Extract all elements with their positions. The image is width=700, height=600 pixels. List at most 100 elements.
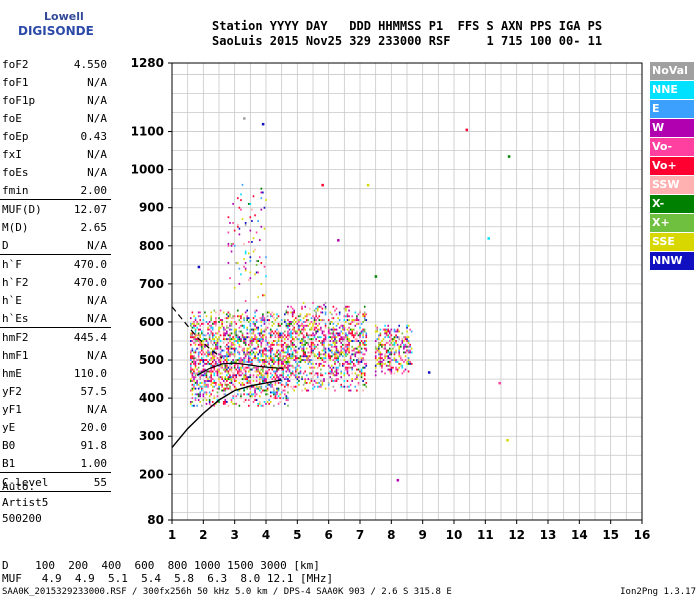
echo-point xyxy=(395,361,397,363)
echo-point xyxy=(211,338,214,341)
echo-point xyxy=(335,324,338,327)
echo-point xyxy=(232,338,234,341)
echo-point xyxy=(276,351,278,354)
echo-point xyxy=(258,239,261,242)
echo-point xyxy=(262,349,264,352)
echo-point xyxy=(260,345,263,348)
echo-point xyxy=(232,336,234,339)
echo-point xyxy=(341,324,344,327)
echo-point xyxy=(243,366,245,369)
echo-point xyxy=(262,370,264,373)
echo-point xyxy=(356,378,358,381)
echo-point xyxy=(327,349,330,352)
echo-point xyxy=(335,351,338,354)
echo-point xyxy=(345,305,347,308)
echo-point xyxy=(305,347,308,350)
echo-point xyxy=(343,380,346,382)
echo-point xyxy=(277,336,280,339)
echo-point xyxy=(269,351,272,354)
echo-point xyxy=(357,319,360,322)
echo-point xyxy=(193,404,195,407)
echo-point xyxy=(197,359,200,362)
echo-point xyxy=(230,328,233,331)
echo-point xyxy=(302,351,305,354)
echo-point xyxy=(337,378,339,381)
echo-point xyxy=(237,366,239,369)
echo-point xyxy=(271,391,274,394)
echo-point xyxy=(393,372,396,375)
echo-point xyxy=(208,328,211,331)
echo-point xyxy=(211,389,214,392)
echo-point xyxy=(302,317,305,320)
echo-point xyxy=(348,347,350,350)
echo-point xyxy=(211,381,214,384)
echo-point xyxy=(255,328,258,331)
echo-point xyxy=(356,322,358,325)
echo-point xyxy=(262,334,264,337)
echo-point xyxy=(401,364,404,367)
echo-point xyxy=(262,378,264,381)
echo-point xyxy=(379,332,382,335)
echo-point xyxy=(232,359,234,362)
echo-point xyxy=(284,378,286,381)
echo-point xyxy=(237,372,239,375)
echo-point xyxy=(246,380,249,382)
echo-point xyxy=(387,355,390,358)
echo-point xyxy=(362,353,364,356)
echo-point xyxy=(210,351,212,354)
echo-point xyxy=(269,336,272,339)
echo-point xyxy=(247,364,250,367)
echo-point xyxy=(395,368,397,371)
echo-point xyxy=(378,361,380,363)
echo-point xyxy=(316,347,319,350)
echo-point xyxy=(334,361,336,363)
echo-point xyxy=(207,380,209,382)
echo-point xyxy=(215,322,217,325)
echo-point xyxy=(362,328,364,331)
echo-point xyxy=(208,376,211,379)
echo-point xyxy=(327,383,330,386)
echo-point xyxy=(249,387,252,390)
echo-point xyxy=(307,351,310,354)
echo-point xyxy=(218,330,220,333)
echo-point xyxy=(216,368,219,371)
echo-point xyxy=(243,400,245,403)
echo-point xyxy=(258,385,261,388)
echo-point xyxy=(199,381,202,384)
echo-point xyxy=(277,402,280,405)
echo-point xyxy=(260,282,263,285)
echo-point xyxy=(287,343,289,346)
x-tick-label: 11 xyxy=(477,528,494,542)
echo-point xyxy=(194,319,197,322)
echo-point xyxy=(346,361,349,363)
echo-point xyxy=(244,368,247,371)
echo-point xyxy=(227,261,230,264)
legend-item-vo-: Vo- xyxy=(650,138,694,156)
echo-point xyxy=(348,326,350,329)
echo-point xyxy=(213,395,216,398)
echo-point xyxy=(210,393,212,396)
echo-point xyxy=(266,341,269,344)
echo-point xyxy=(263,347,266,350)
echo-point xyxy=(251,393,253,396)
echo-point xyxy=(280,334,283,337)
echo-point xyxy=(238,361,241,363)
echo-point xyxy=(208,370,211,373)
echo-point xyxy=(240,383,242,386)
echo-point xyxy=(291,357,294,360)
echo-point xyxy=(288,345,291,348)
echo-point xyxy=(273,376,275,379)
echo-point xyxy=(229,368,231,371)
echo-point xyxy=(313,343,316,346)
echo-point xyxy=(294,361,297,363)
echo-point xyxy=(200,387,203,390)
echo-point xyxy=(200,349,203,352)
echo-point xyxy=(346,343,349,346)
echo-point xyxy=(237,338,239,341)
echo-point xyxy=(227,242,230,245)
echo-point xyxy=(268,319,270,322)
echo-point xyxy=(237,315,239,318)
echo-point xyxy=(205,334,208,337)
echo-point xyxy=(302,334,305,337)
echo-point xyxy=(251,383,253,386)
